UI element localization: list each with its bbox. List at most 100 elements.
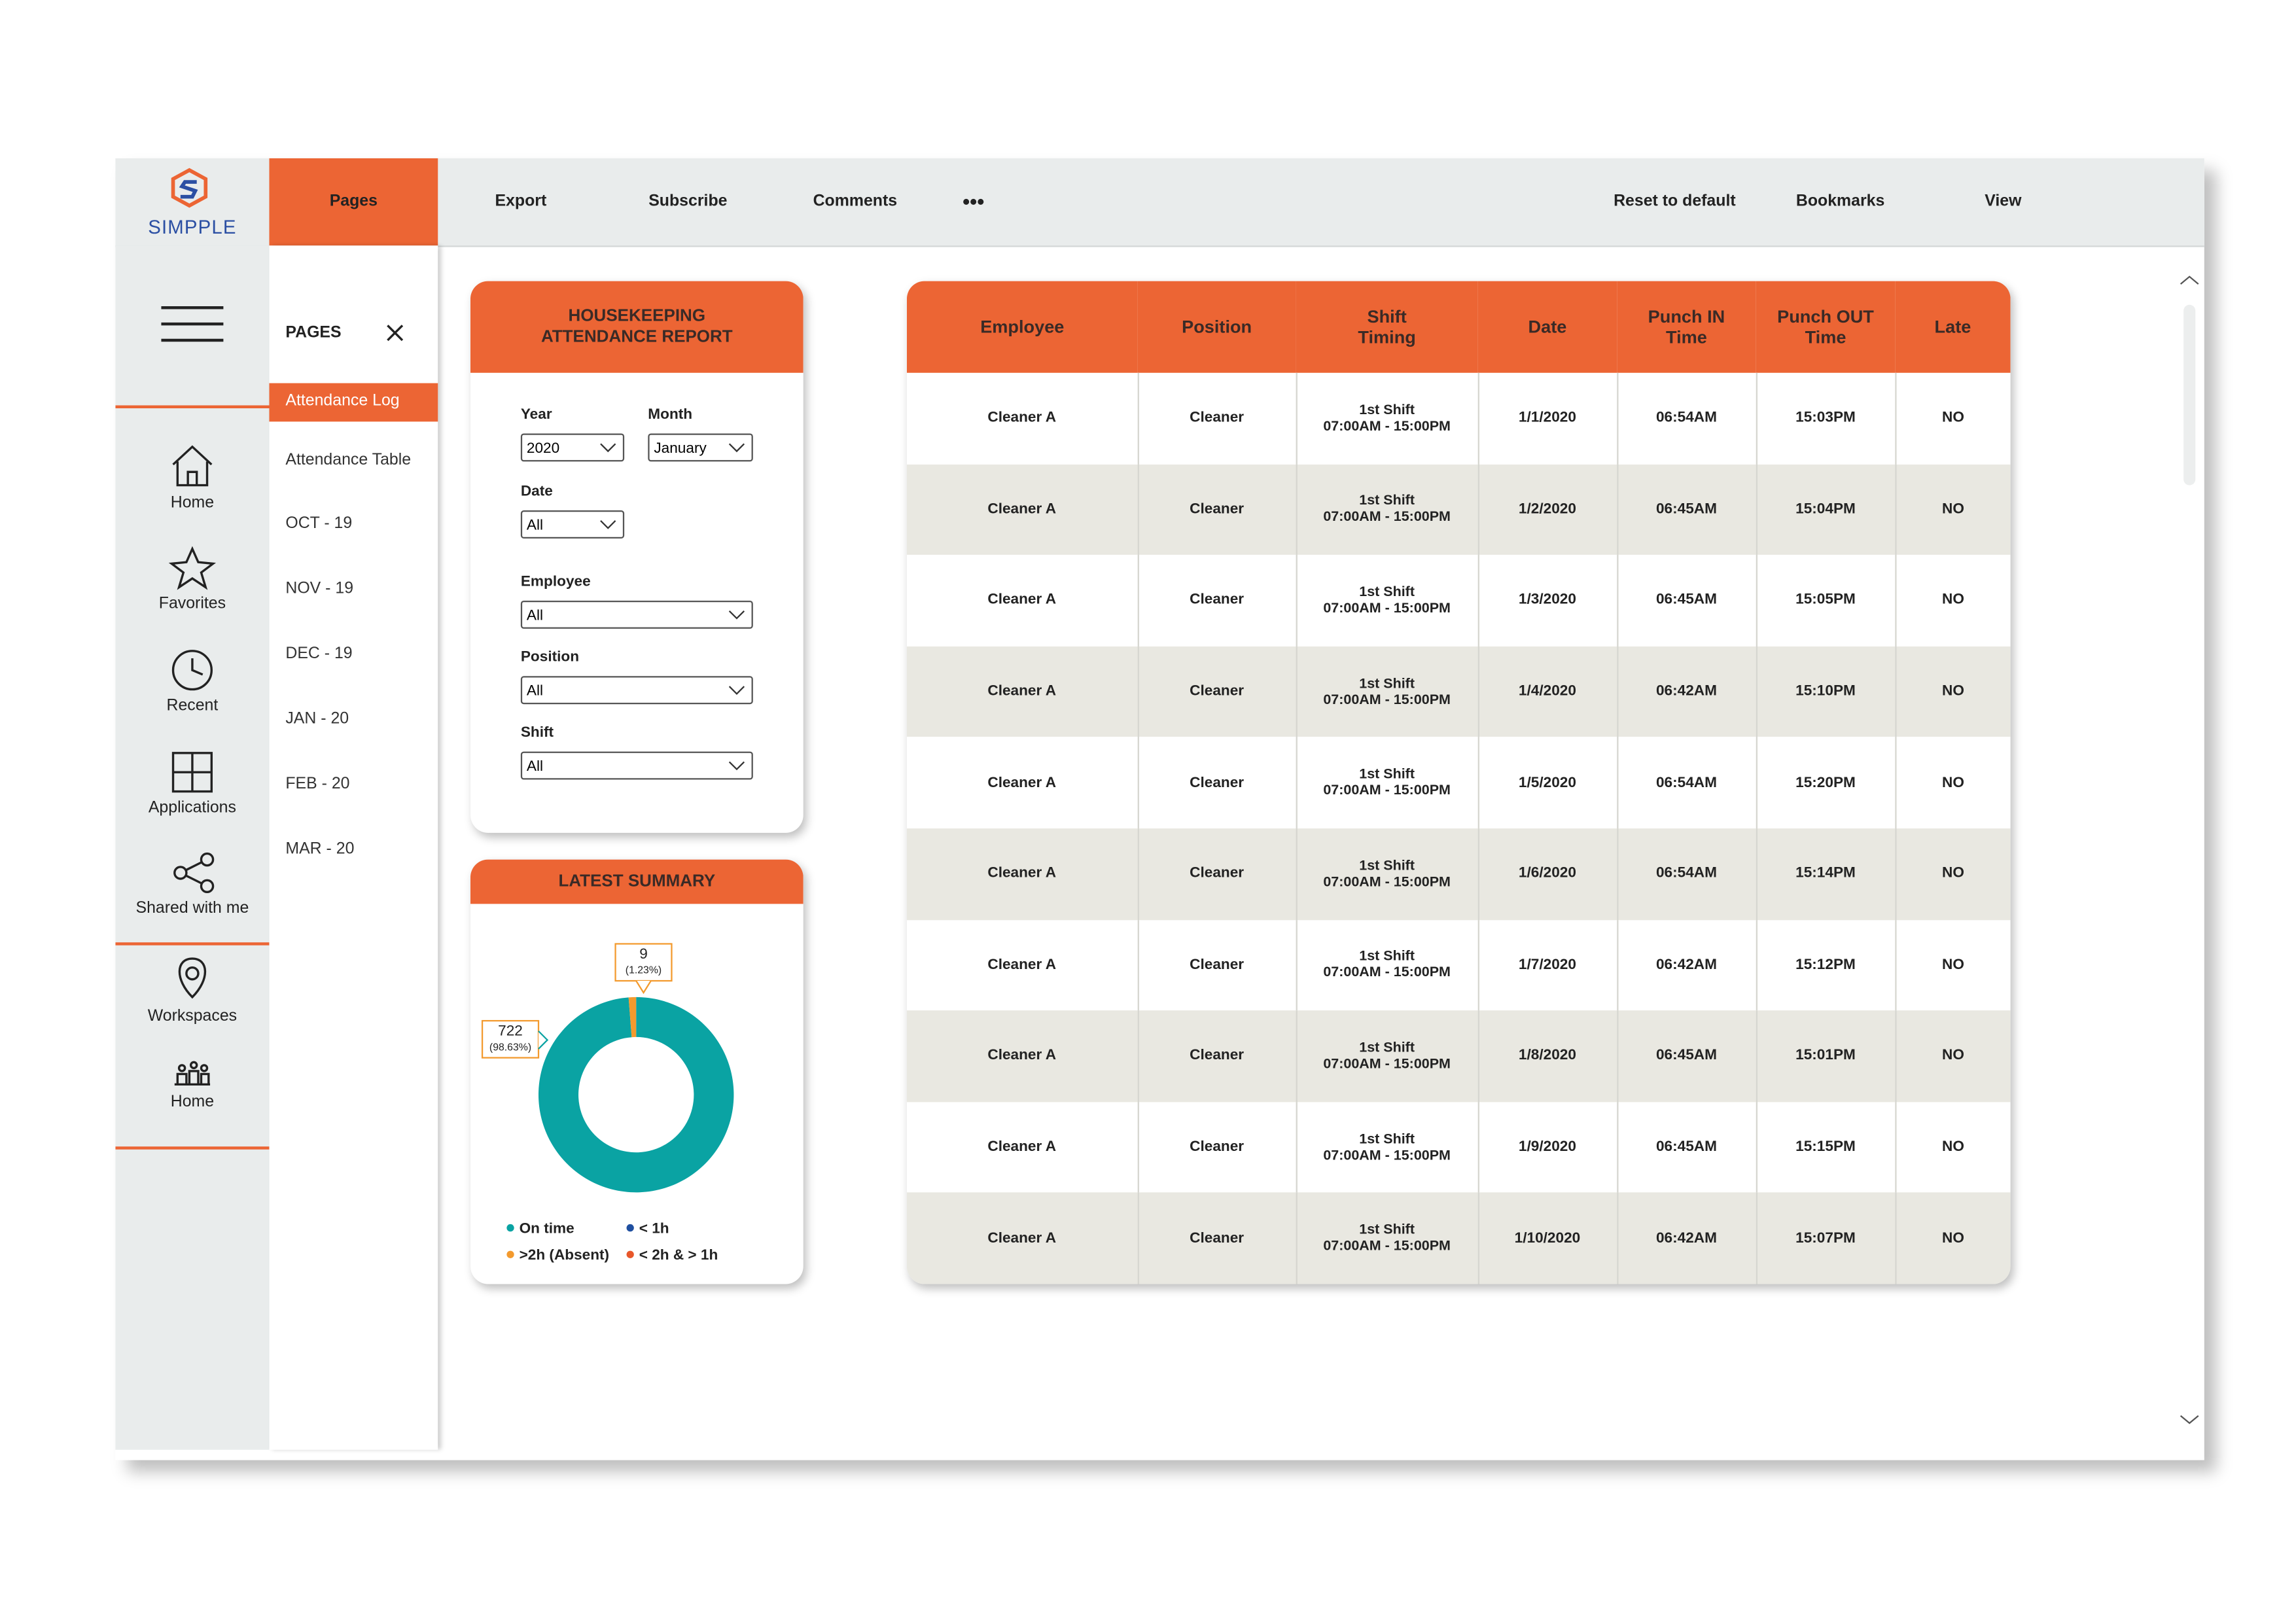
callout-pointer	[635, 980, 652, 995]
callout-percent: (1.23%)	[626, 965, 662, 976]
filter-label: Date	[520, 484, 553, 501]
nav-item[interactable]: Home	[170, 1093, 215, 1111]
pages-panel	[269, 245, 438, 1450]
nav-item[interactable]: Applications	[148, 798, 236, 817]
table-cell: Cleaner A	[987, 1139, 1057, 1156]
dropdown[interactable]: All	[520, 600, 753, 629]
table-cell: Cleaner	[1137, 555, 1296, 646]
tab[interactable]: Reset to default	[1614, 192, 1736, 211]
table-cell: NO	[1894, 737, 2011, 829]
table-cell: Cleaner A	[906, 1010, 1138, 1102]
dropdown[interactable]: All	[520, 751, 753, 780]
table-cell: Cleaner A	[987, 957, 1057, 974]
column-header: Punch OUT Time	[1756, 281, 1896, 373]
tab[interactable]: Pages	[329, 192, 378, 211]
table-cell: NO	[1894, 919, 2011, 1011]
top-bar	[115, 158, 2204, 247]
dropdown-value: All	[526, 758, 544, 775]
table-cell: 06:45AM	[1616, 464, 1756, 556]
table-cell: 1st Shift 07:00AM - 15:00PM	[1295, 464, 1478, 556]
table-cell: 1st Shift 07:00AM - 15:00PM	[1295, 372, 1478, 465]
table-cell: Cleaner A	[906, 646, 1138, 737]
table-cell: Cleaner	[1137, 1193, 1296, 1284]
page-item[interactable]: Attendance Table	[285, 451, 412, 469]
active-tab-bg	[269, 158, 438, 246]
table-cell: 1/5/2020	[1477, 737, 1617, 829]
legend-dot	[626, 1250, 634, 1258]
legend-label: < 1h	[639, 1220, 669, 1237]
table-cell: NO	[1894, 1010, 2011, 1102]
page-item[interactable]: Attendance Log	[285, 392, 400, 410]
table-cell: 1st Shift 07:00AM - 15:00PM	[1295, 1193, 1478, 1284]
dropdown-value: All	[526, 518, 544, 535]
table-cell: Cleaner	[1137, 919, 1296, 1011]
chevron	[728, 443, 745, 453]
table-cell: NO	[1894, 828, 2011, 920]
table-cell: 15:12PM	[1755, 919, 1896, 1011]
page-item[interactable]: NOV - 19	[285, 580, 354, 598]
legend-dot	[506, 1250, 514, 1258]
table-cell: Cleaner	[1137, 828, 1296, 920]
tab[interactable]: Comments	[813, 192, 898, 211]
column-header: Date	[1477, 281, 1617, 373]
nav-item[interactable]: Shared with me	[135, 899, 249, 917]
callout-pointer	[538, 1031, 549, 1050]
dropdown[interactable]: 2020	[520, 433, 625, 462]
callout-box	[614, 943, 673, 982]
dropdown-arrow	[728, 761, 745, 771]
table-cell: 15:20PM	[1755, 737, 1896, 829]
table-cell: NO	[1894, 646, 2011, 737]
dropdown-arrow	[600, 520, 616, 529]
table-cell: NO	[1894, 372, 2011, 465]
table-cell: 1/6/2020	[1477, 828, 1617, 920]
close-button[interactable]	[386, 324, 404, 342]
table-cell: 06:54AM	[1616, 828, 1756, 920]
table-row: Cleaner A Cleaner 1st Shift 07:00AM - 15:0…	[906, 1010, 2011, 1102]
page-item[interactable]: MAR - 20	[285, 840, 355, 858]
donut-chart: 9 (1.23%) 722 (98.63%) On time < 1h >2h (Absen…	[481, 943, 734, 1263]
donut-slice	[538, 997, 734, 1193]
table-cell: 1st Shift 07:00AM - 15:00PM	[1295, 646, 1478, 737]
page-item[interactable]: OCT - 19	[285, 514, 353, 533]
table-cell: 06:42AM	[1616, 646, 1756, 737]
filter-label: Employee	[520, 574, 591, 591]
table-cell: 15:01PM	[1755, 1010, 1896, 1102]
tab[interactable]: Export	[495, 192, 547, 211]
dropdown-arrow	[728, 443, 745, 453]
nav-item[interactable]: Recent	[166, 696, 219, 715]
table-cell: 1/7/2020	[1477, 919, 1617, 1011]
chevron	[728, 610, 745, 620]
filter-title: HOUSEKEEPING ATTENDANCE REPORT	[470, 281, 804, 373]
filter-card: HOUSEKEEPING ATTENDANCE REPORT	[470, 281, 804, 833]
nav-item[interactable]: Workspaces	[147, 1007, 238, 1025]
summary-title: LATEST SUMMARY	[470, 859, 804, 904]
dropdown-arrow	[728, 610, 745, 620]
dropdown[interactable]: January	[648, 433, 753, 462]
more-button[interactable]: •••	[963, 189, 985, 213]
dropdown[interactable]: All	[520, 510, 625, 538]
table-cell: 1/2/2020	[1477, 464, 1617, 556]
dropdown[interactable]: All	[520, 676, 753, 705]
tab[interactable]: View	[1985, 192, 2022, 211]
nav-item[interactable]: Home	[170, 494, 215, 512]
tab[interactable]: Subscribe	[648, 192, 728, 211]
table-row: Cleaner A Cleaner 1st Shift 07:00AM - 15:0…	[907, 1101, 2011, 1193]
filter-label: Month	[648, 406, 693, 423]
table-cell: 06:45AM	[1616, 1010, 1756, 1102]
tab[interactable]: Bookmarks	[1795, 192, 1885, 211]
legend-dot	[506, 1224, 514, 1232]
page-item[interactable]: JAN - 20	[285, 710, 349, 728]
table-cell: 06:42AM	[1616, 919, 1756, 1011]
column-header: Employee	[906, 281, 1138, 373]
table-cell: 15:04PM	[1755, 464, 1896, 556]
table-row: Cleaner A Cleaner 1st Shift 07:00AM - 15:0…	[906, 646, 2011, 737]
callout-box	[481, 1019, 540, 1059]
page-item[interactable]: DEC - 19	[285, 644, 353, 663]
page-item[interactable]: FEB - 20	[285, 775, 350, 793]
table-cell: 1st Shift 07:00AM - 15:00PM	[1295, 919, 1478, 1011]
legend-label: On time	[520, 1220, 574, 1237]
table-cell: Cleaner A	[906, 828, 1138, 920]
table-cell: Cleaner	[1137, 1101, 1296, 1193]
table-cell: 06:45AM	[1616, 555, 1756, 646]
nav-item[interactable]: Favorites	[158, 594, 226, 613]
